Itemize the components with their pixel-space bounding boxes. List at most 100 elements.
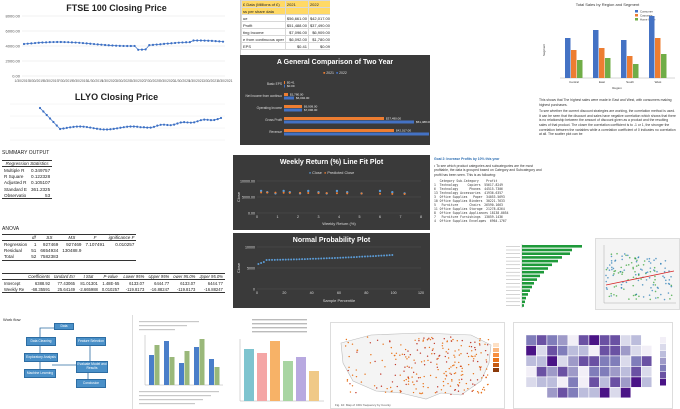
ftse-point bbox=[192, 39, 195, 42]
normal-point bbox=[265, 258, 268, 261]
map-county-dot bbox=[347, 341, 349, 344]
weekly-predicted-point bbox=[274, 191, 277, 194]
scatter-point bbox=[614, 270, 617, 272]
scatter-point bbox=[637, 256, 640, 259]
scatter-point bbox=[669, 298, 671, 300]
map-county-dot bbox=[399, 374, 401, 376]
table-row: Weekly Re -68.35591 25.64149 -2.665988 0.010… bbox=[2, 286, 225, 294]
map-county-dot bbox=[356, 349, 359, 351]
map-county-dot bbox=[428, 346, 431, 349]
us-outline bbox=[340, 332, 492, 400]
map-county-dot bbox=[468, 345, 471, 348]
ftse-closing-price-chart: FTSE 100 Closing Price 8000.00 6000.00 400… bbox=[0, 0, 233, 88]
map-county-dot bbox=[376, 387, 378, 389]
map-county-dot bbox=[450, 336, 452, 338]
map-legend-swatch bbox=[493, 368, 499, 372]
map-county-dot bbox=[432, 348, 434, 350]
regression-summary-output: SUMMARY OUTPUT Regression Statistics Mul… bbox=[0, 148, 233, 313]
map-county-dot bbox=[423, 375, 425, 378]
map-county-dot bbox=[432, 337, 434, 340]
map-county-dot bbox=[420, 361, 423, 363]
normal-point bbox=[306, 257, 309, 260]
weekly-predicted-point bbox=[282, 191, 285, 194]
choropleth-state bbox=[620, 355, 631, 367]
flow-box-feature-selection: Feature Selection bbox=[76, 337, 106, 346]
map-county-dot bbox=[469, 379, 472, 381]
map-county-dot bbox=[445, 370, 447, 373]
map-county-dot bbox=[467, 387, 469, 390]
ftse-point bbox=[37, 41, 40, 44]
map-county-dot bbox=[411, 367, 413, 369]
choropleth-state bbox=[557, 345, 568, 356]
map-county-dot bbox=[466, 352, 468, 355]
table-cell: 53 bbox=[29, 192, 53, 200]
table-cell: 0.349757 bbox=[31, 167, 51, 173]
choropleth-state bbox=[588, 366, 600, 377]
scatter-point bbox=[649, 298, 652, 301]
normal-point bbox=[363, 255, 366, 258]
table-row: Regression 1 927469 927469 7.107491 0.010257 bbox=[2, 241, 136, 247]
map-county-dot bbox=[430, 361, 432, 364]
comparison-bar-2022 bbox=[284, 120, 414, 124]
map-county-dot bbox=[474, 346, 476, 349]
weekly-x-tick: 2 bbox=[297, 215, 299, 219]
map-county-dot bbox=[435, 376, 437, 379]
ftse-point bbox=[133, 44, 136, 48]
normal-x-label: Sample Percentile bbox=[323, 298, 356, 303]
ftse-line-plot: 8000.00 6000.00 4000.00 2000.00 0.001/30/201… bbox=[6, 14, 233, 84]
table-cell: 361.2325 bbox=[31, 186, 51, 192]
map-county-dot bbox=[405, 378, 407, 381]
map-county-dot bbox=[459, 365, 462, 367]
map-county-dot bbox=[381, 359, 383, 362]
llyo-point bbox=[132, 125, 135, 128]
header-cell: t Stat bbox=[77, 272, 100, 281]
llyo-point bbox=[203, 118, 206, 121]
choropleth-state bbox=[557, 376, 568, 388]
choropleth-state bbox=[567, 366, 579, 377]
comparison-category-label: Revenue bbox=[269, 130, 282, 134]
table-cell: Adjusted R bbox=[4, 180, 27, 186]
map-county-dot bbox=[423, 360, 426, 362]
scatter-point bbox=[605, 280, 608, 283]
map-county-dot bbox=[471, 350, 473, 352]
ftse-point bbox=[41, 41, 44, 44]
weekly-close-point bbox=[307, 189, 310, 193]
ftse-point bbox=[30, 42, 33, 45]
map-county-dot bbox=[418, 340, 420, 342]
sales-x-label: Region bbox=[612, 86, 622, 90]
ftse-point bbox=[122, 44, 125, 48]
llyo-point bbox=[149, 126, 152, 129]
map-county-dot bbox=[457, 385, 460, 387]
scatter-point bbox=[634, 273, 637, 276]
normal-point bbox=[317, 257, 320, 260]
map-county-dot bbox=[403, 370, 405, 372]
ftse-y-tick: 2000.00 bbox=[6, 59, 21, 64]
normal-point bbox=[295, 258, 298, 261]
scatter-point bbox=[620, 287, 623, 289]
map-county-dot bbox=[487, 354, 489, 356]
map-county-dot bbox=[412, 371, 415, 374]
choropleth-legend-swatch bbox=[660, 344, 666, 351]
scatter-point bbox=[623, 253, 626, 255]
scatter-point bbox=[670, 275, 672, 278]
choropleth-state bbox=[630, 376, 642, 388]
map-county-dot bbox=[414, 362, 416, 364]
map-county-dot bbox=[460, 345, 462, 347]
ftse-point bbox=[26, 42, 29, 45]
normal-point bbox=[273, 258, 276, 261]
flow-box-ml: Machine Learning bbox=[24, 369, 56, 378]
legend-2022: 2022 bbox=[339, 71, 347, 75]
table-cell: $7,096.00 bbox=[284, 28, 309, 36]
scatter-point bbox=[664, 267, 666, 269]
choropleth-state bbox=[620, 345, 631, 356]
map-county-dot bbox=[451, 380, 453, 382]
map-county-dot bbox=[450, 366, 452, 368]
scatter-point bbox=[612, 267, 615, 270]
ftse-point bbox=[78, 41, 81, 44]
normal-x-tick: 60 bbox=[337, 291, 341, 295]
map-county-dot bbox=[483, 386, 485, 389]
comparison-label-2022: $7,096.00 bbox=[304, 108, 318, 112]
scatter-point bbox=[665, 279, 667, 282]
weekly-legend: ● Close ● Predicted Close bbox=[308, 171, 355, 175]
weekly-x-tick: 7 bbox=[400, 215, 402, 219]
